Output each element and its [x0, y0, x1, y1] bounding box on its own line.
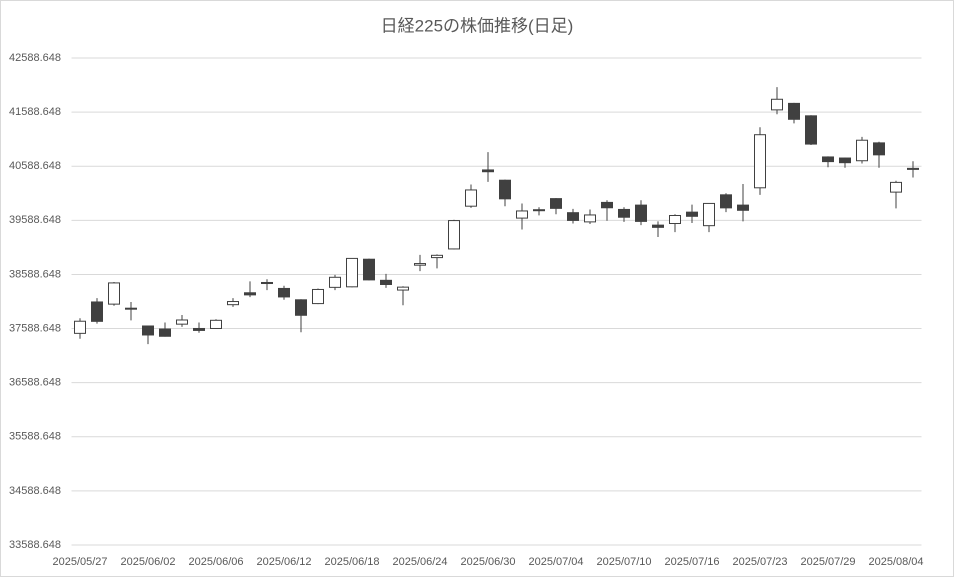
candle-body: [125, 307, 137, 310]
y-tick-label: 37588.648: [9, 322, 61, 334]
x-tick-label: 2025/08/04: [868, 556, 923, 568]
x-tick-label: 2025/07/16: [664, 556, 719, 568]
y-tick-label: 40588.648: [9, 160, 61, 172]
candle-body: [380, 279, 392, 285]
x-tick-label: 2025/07/04: [528, 556, 583, 568]
candle-body: [720, 194, 732, 209]
x-tick-label: 2025/06/18: [324, 556, 379, 568]
candle-body: [261, 281, 273, 285]
x-tick-label: 2025/07/23: [732, 556, 787, 568]
candle-body: [108, 282, 120, 305]
candle-body: [584, 214, 596, 223]
candle-body: [465, 189, 477, 207]
x-tick-label: 2025/06/02: [120, 556, 175, 568]
candle-body: [601, 201, 613, 209]
candle-body: [516, 210, 528, 219]
candle-body: [771, 98, 783, 111]
candle-body: [652, 224, 664, 228]
candle-body: [431, 254, 443, 259]
y-tick-label: 38588.648: [9, 268, 61, 280]
candle-body: [737, 204, 749, 211]
candle-body: [618, 208, 630, 218]
candle-body: [74, 320, 86, 334]
candle-body: [210, 319, 222, 329]
x-tick-label: 2025/07/10: [596, 556, 651, 568]
candle-body: [363, 258, 375, 281]
candle-body: [533, 209, 545, 212]
candle-body: [822, 156, 834, 163]
candle-body: [91, 301, 103, 322]
candle-body: [550, 198, 562, 209]
candle-body: [244, 292, 256, 296]
candle-body: [856, 139, 868, 162]
chart-title: 日経225の株価推移(日足): [381, 16, 574, 35]
candle-body: [142, 325, 154, 336]
candle-body: [176, 319, 188, 325]
candle-body: [346, 257, 358, 288]
candle-body: [703, 202, 715, 227]
candle-body: [635, 204, 647, 222]
x-tick-label: 2025/06/30: [460, 556, 515, 568]
candle-body: [499, 179, 511, 200]
candle-body: [448, 220, 460, 250]
candle-body: [227, 301, 239, 306]
candle-body: [686, 211, 698, 217]
candle-body: [482, 169, 494, 173]
y-tick-label: 41588.648: [9, 106, 61, 118]
y-tick-label: 33588.648: [9, 539, 61, 551]
x-tick-label: 2025/06/24: [392, 556, 447, 568]
candle-body: [278, 287, 290, 298]
candle-body: [295, 299, 307, 316]
y-tick-label: 34588.648: [9, 485, 61, 497]
y-tick-label: 39588.648: [9, 214, 61, 226]
candle-body: [397, 286, 409, 291]
x-tick-label: 2025/05/27: [52, 556, 107, 568]
y-tick-label: 42588.648: [9, 52, 61, 64]
candle-body: [567, 212, 579, 221]
candle-body: [805, 115, 817, 145]
y-tick-label: 36588.648: [9, 377, 61, 389]
candle-body: [193, 327, 205, 331]
x-tick-label: 2025/06/06: [188, 556, 243, 568]
x-tick-label: 2025/06/12: [256, 556, 311, 568]
candle-body: [312, 288, 324, 305]
candle-body: [159, 328, 171, 337]
candle-body: [788, 102, 800, 120]
candle-body: [414, 263, 426, 266]
candle-body: [329, 276, 341, 288]
x-tick-label: 2025/07/29: [800, 556, 855, 568]
candle-body: [839, 157, 851, 164]
candle-body: [890, 181, 902, 193]
candle-body: [907, 167, 919, 170]
candle-body: [873, 142, 885, 156]
candle-body: [669, 214, 681, 225]
candle-body: [754, 134, 766, 189]
y-tick-label: 35588.648: [9, 431, 61, 443]
